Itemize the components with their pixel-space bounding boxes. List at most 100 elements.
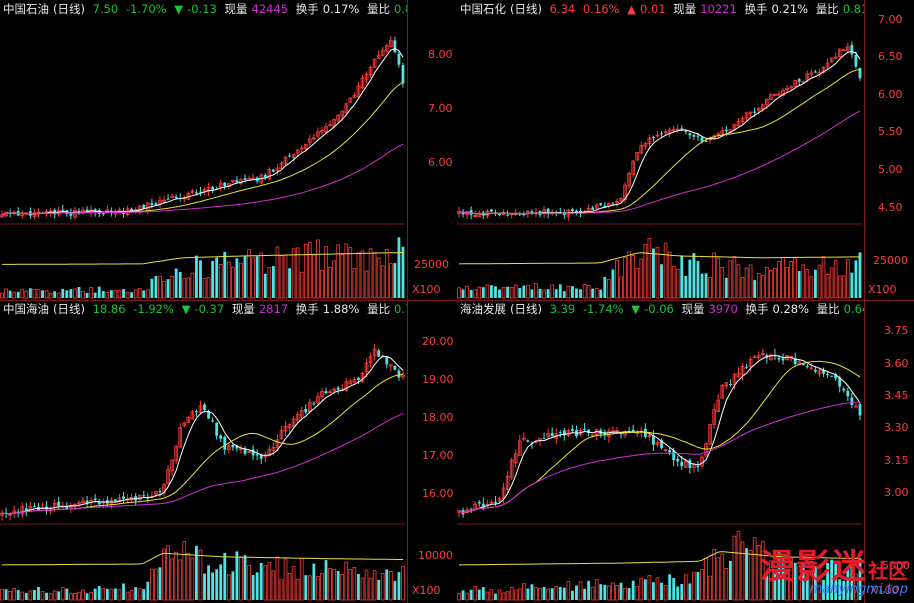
volume-bar — [235, 258, 239, 298]
panel-header: 中国石化 (日线) 6.34 0.16% ▲ 0.01 现量 10221 换手 0.21… — [460, 1, 864, 17]
volume-bar — [850, 559, 854, 600]
candle-body — [324, 391, 328, 394]
candle-body — [724, 129, 728, 132]
ma5-line — [458, 354, 861, 514]
candle-body — [615, 430, 619, 432]
candle-body — [481, 503, 485, 508]
volume-bar — [344, 561, 349, 601]
volume-bar — [546, 289, 550, 298]
candle-body — [393, 365, 397, 370]
volume-bar — [24, 290, 29, 299]
candle-body — [748, 359, 753, 368]
candle-body — [647, 435, 652, 437]
candle-body — [304, 408, 308, 413]
volume-bar — [146, 581, 150, 600]
chart-panel-zhongguo-shihua[interactable]: 中国石化 (日线) 6.34 0.16% ▲ 0.01 现量 10221 换手 0.21… — [457, 0, 864, 300]
volume-bar — [562, 291, 566, 298]
volume-bar — [16, 589, 20, 600]
volume-bar — [858, 252, 862, 298]
volume-bar — [37, 586, 40, 600]
volume-bar — [538, 587, 542, 601]
candle-body — [846, 390, 850, 397]
volume-bar — [239, 262, 243, 299]
candle-body — [393, 40, 397, 53]
candle-body — [199, 191, 202, 193]
volume-bar — [328, 568, 332, 601]
candle-body — [77, 502, 81, 505]
chart-panel-haiyou-fazhan[interactable]: 海油发展 (日线) 3.39 -1.74% ▼ -0.06 现量 3970 换手 0.2… — [457, 300, 864, 603]
candle-body — [174, 196, 178, 199]
candlestick-chart[interactable] — [457, 300, 864, 603]
volume-bar — [397, 237, 401, 298]
volume-bar — [320, 572, 324, 601]
ma5-line — [1, 355, 404, 515]
candle-body — [469, 210, 473, 215]
volume-bar — [728, 560, 732, 600]
volume-bar — [372, 252, 377, 299]
candle-body — [550, 433, 554, 437]
volume-bar — [206, 277, 211, 299]
volume-bar — [732, 256, 737, 299]
candle-body — [672, 450, 676, 461]
panel-header: 中国石油 (日线) 7.50 -1.70% ▼ -0.13 现量 42445 换手 0.… — [3, 1, 407, 17]
volume-ratio-label: 量比 — [366, 2, 390, 16]
volume-bar — [623, 256, 627, 299]
volume-bar — [513, 589, 518, 601]
chart-panel-zhongguo-shiyou[interactable]: 中国石油 (日线) 7.50 -1.70% ▼ -0.13 现量 42445 换手 0.… — [0, 0, 407, 300]
volume-bar — [643, 244, 648, 299]
volume-bar — [174, 551, 178, 601]
volume-bar — [295, 578, 300, 601]
volume-bar — [538, 288, 542, 298]
volume-bar — [352, 567, 357, 601]
candlestick-chart[interactable] — [457, 0, 864, 300]
volume-bar — [858, 558, 862, 600]
candle-body — [639, 145, 644, 154]
volume-bar — [186, 277, 191, 299]
candle-body — [24, 508, 28, 512]
candle-body — [316, 396, 320, 404]
candle-body — [635, 151, 640, 161]
candle-body — [357, 377, 360, 381]
candle-body — [809, 367, 814, 370]
price-tick: 6.00 — [878, 88, 903, 101]
candle-body — [858, 67, 862, 79]
volume-bar — [283, 254, 288, 299]
ma5-line — [458, 50, 861, 215]
candle-body — [211, 186, 215, 190]
candle-body — [324, 126, 328, 133]
volume-bar — [688, 583, 692, 600]
chart-panel-zhongguo-haiyou[interactable]: 中国海油 (日线) 18.86 -1.92% ▼ -0.37 现量 2817 换手 1.… — [0, 300, 407, 603]
candle-body — [117, 497, 122, 503]
volume-bar — [680, 255, 684, 298]
volume-bar — [833, 259, 838, 299]
candle-body — [696, 135, 700, 137]
candle-body — [130, 208, 134, 212]
volume-bar — [817, 264, 822, 299]
ma60-line — [1, 143, 404, 216]
volume-bar — [243, 555, 247, 600]
volume-bar — [842, 580, 846, 600]
candle-body — [320, 390, 324, 398]
candle-body — [615, 201, 619, 204]
candlestick-chart[interactable] — [0, 300, 407, 603]
volume-bar — [700, 273, 704, 298]
volume-bar — [854, 573, 858, 601]
volume-bar — [846, 566, 850, 600]
volume-bar — [89, 286, 93, 299]
volume-bar — [542, 587, 546, 600]
candle-body — [841, 49, 846, 52]
candle-body — [32, 212, 37, 218]
volume-bar — [668, 574, 672, 600]
candle-body — [801, 81, 806, 83]
volume-bar — [114, 588, 117, 600]
volume-label: 现量 — [681, 302, 705, 316]
candle-body — [122, 496, 125, 499]
volume-bar — [393, 580, 397, 600]
candlestick-chart[interactable] — [0, 0, 407, 300]
volume-bar — [376, 257, 381, 299]
pct-change: 0.16% — [582, 2, 620, 16]
volume-ratio-label: 量比 — [367, 302, 390, 316]
volume-bar — [20, 591, 25, 601]
candle-body — [206, 187, 211, 192]
candle-body — [328, 124, 332, 127]
